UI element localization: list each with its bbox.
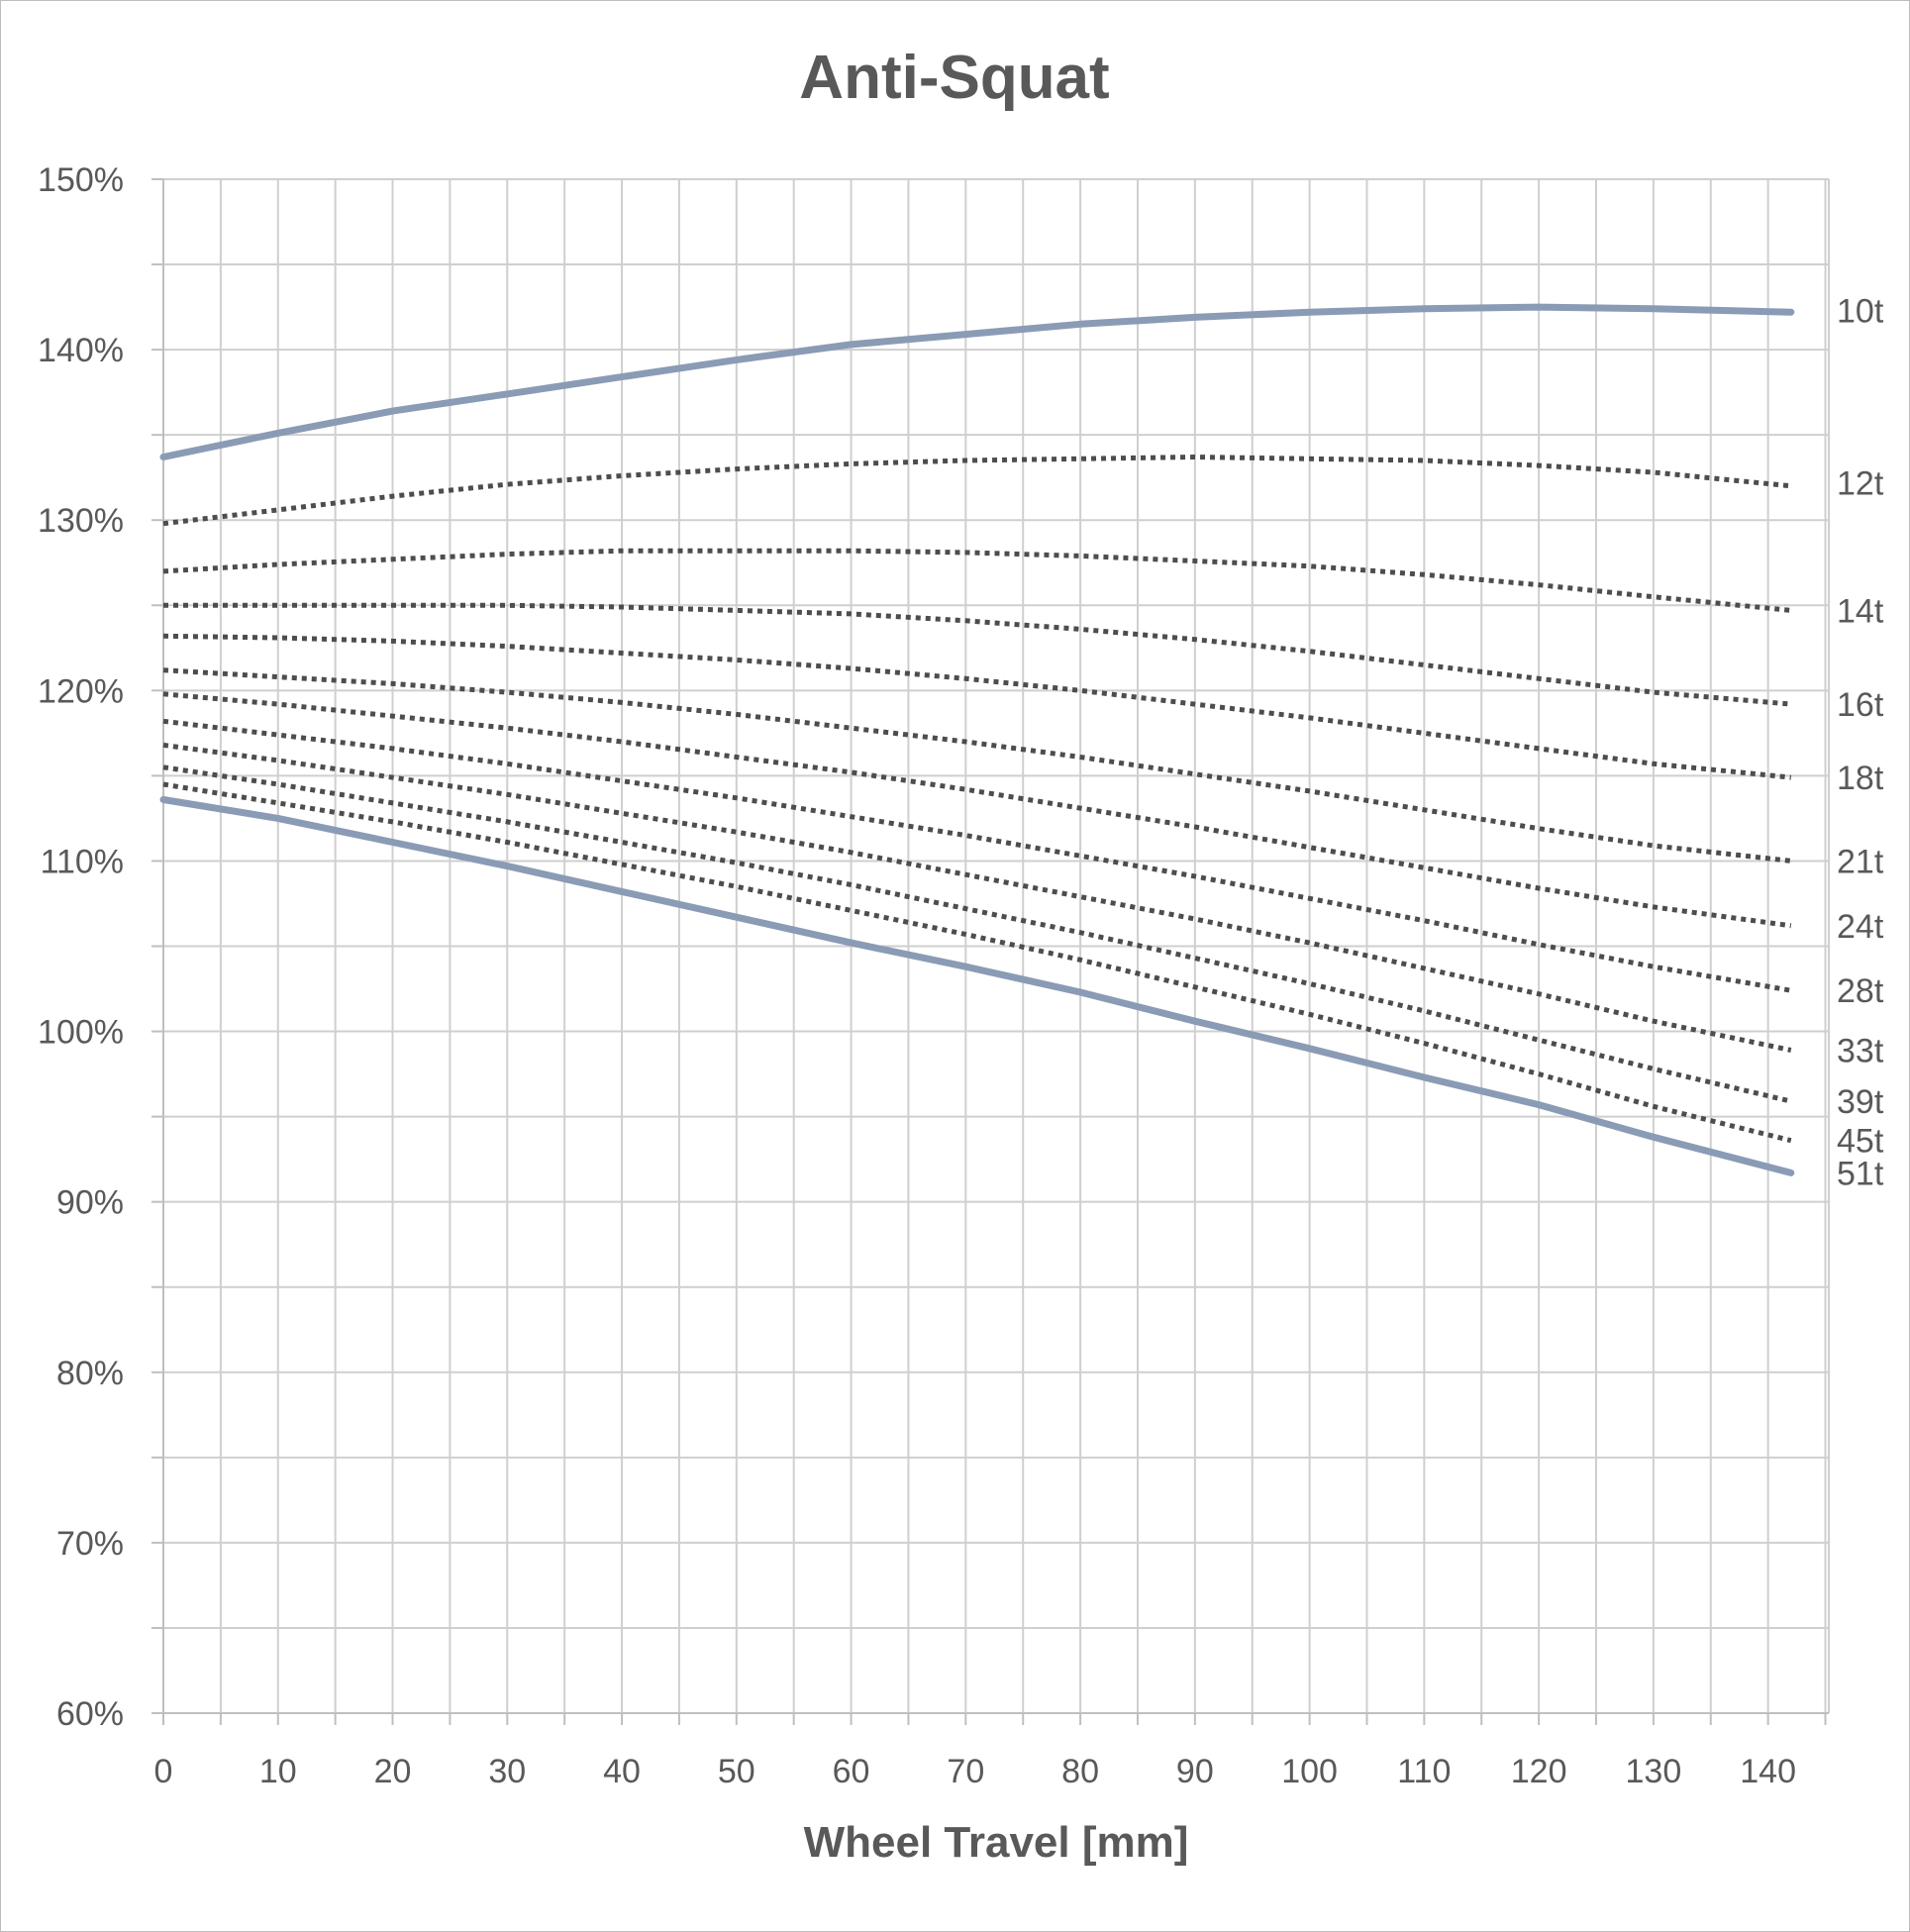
x-tick-label: 30 bbox=[488, 1753, 526, 1790]
series-label-45t: 45t bbox=[1837, 1123, 1884, 1161]
series-line-21t bbox=[162, 667, 1792, 864]
series-line-39t bbox=[162, 764, 1792, 1104]
series-line-24t bbox=[162, 691, 1792, 929]
x-tick-label: 50 bbox=[718, 1753, 755, 1790]
series-line-10t bbox=[159, 303, 1795, 460]
series-line-45t bbox=[162, 781, 1792, 1144]
x-axis-title: Wheel Travel [mm] bbox=[804, 1818, 1189, 1867]
series-label-12t: 12t bbox=[1837, 464, 1884, 502]
series-lines bbox=[159, 303, 1795, 1176]
chart-title: Anti-Squat bbox=[799, 44, 1109, 112]
x-tick-label: 100 bbox=[1281, 1753, 1338, 1790]
series-line-33t bbox=[162, 742, 1792, 1053]
y-tick-label: 70% bbox=[56, 1525, 124, 1563]
series-label-21t: 21t bbox=[1837, 843, 1884, 880]
y-tick-label: 110% bbox=[41, 843, 124, 880]
x-tick-label: 110 bbox=[1397, 1753, 1451, 1790]
series-line-51t bbox=[159, 796, 1795, 1176]
y-tick-label: 90% bbox=[56, 1184, 124, 1222]
series-label-24t: 24t bbox=[1837, 908, 1884, 946]
series-label-51t: 51t bbox=[1837, 1155, 1884, 1192]
y-tick-label: 120% bbox=[38, 672, 124, 710]
series-line-14t bbox=[162, 548, 1792, 613]
y-tick-label: 150% bbox=[38, 161, 124, 199]
x-tick-label: 140 bbox=[1740, 1753, 1796, 1790]
x-tick-label: 60 bbox=[833, 1753, 870, 1790]
x-tick-label: 120 bbox=[1511, 1753, 1567, 1790]
series-line-16t bbox=[163, 602, 1792, 707]
series-label-39t: 39t bbox=[1837, 1083, 1884, 1121]
series-label-28t: 28t bbox=[1837, 972, 1884, 1010]
axes: 60% 70% 80% 90% 100% 110% 120% 130% 140% 150% 0 10 2… bbox=[38, 161, 1829, 1790]
y-tick-label: 130% bbox=[38, 502, 124, 540]
series-label-18t: 18t bbox=[1837, 760, 1884, 797]
x-tick-label: 80 bbox=[1061, 1753, 1099, 1790]
series-label-16t: 16t bbox=[1837, 686, 1884, 724]
series-line-12t bbox=[162, 455, 1792, 527]
y-tick-label: 80% bbox=[56, 1355, 124, 1392]
x-tick-label: 70 bbox=[947, 1753, 984, 1790]
x-tick-label: 130 bbox=[1626, 1753, 1682, 1790]
x-tick-label: 0 bbox=[154, 1753, 173, 1790]
series-line-28t bbox=[162, 718, 1792, 993]
series-line-18t bbox=[162, 633, 1792, 780]
series-label-14t: 14t bbox=[1837, 592, 1884, 630]
x-tick-label: 20 bbox=[374, 1753, 412, 1790]
x-tick-label: 40 bbox=[603, 1753, 641, 1790]
y-tick-label: 140% bbox=[38, 332, 124, 369]
x-tick-label: 10 bbox=[259, 1753, 297, 1790]
series-label-10t: 10t bbox=[1837, 293, 1884, 331]
y-tick-label: 100% bbox=[38, 1014, 124, 1052]
y-tick-label: 60% bbox=[56, 1695, 124, 1733]
x-tick-label: 90 bbox=[1176, 1753, 1214, 1790]
series-label-33t: 33t bbox=[1837, 1032, 1884, 1069]
